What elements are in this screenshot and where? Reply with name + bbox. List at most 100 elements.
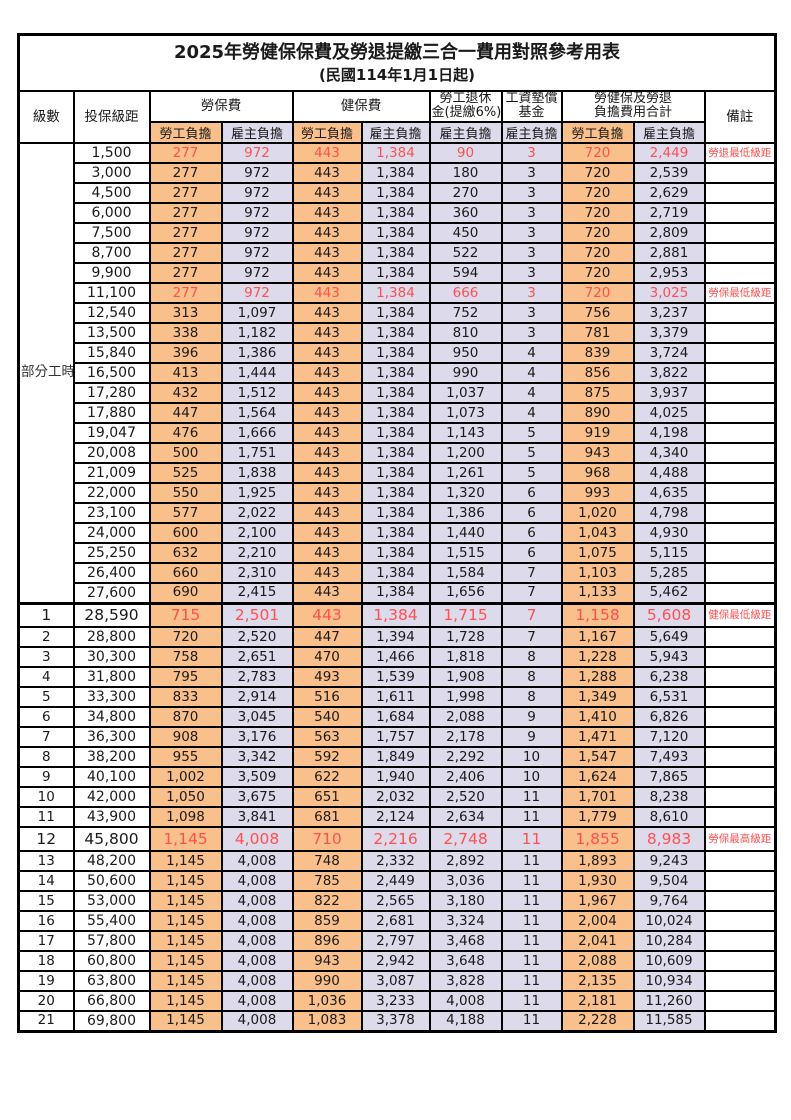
value-cell: 3 bbox=[500, 242, 563, 265]
value-cell: 413 bbox=[148, 362, 223, 385]
value-cell: 443 bbox=[291, 282, 363, 305]
value-cell: 3 bbox=[500, 182, 563, 205]
value-cell: 2,783 bbox=[220, 666, 294, 689]
value-cell: 856 bbox=[560, 362, 635, 385]
table-body: 部分工時 1,500 277 972 443 1,384 90 3 720 2,449 勞退最低級距… bbox=[17, 142, 777, 1033]
value-cell: 476 bbox=[148, 422, 223, 445]
value-cell: 950 bbox=[428, 342, 503, 365]
salary-bracket-cell: 17,280 bbox=[72, 382, 151, 405]
level-cell: 10 bbox=[17, 786, 75, 809]
value-cell: 9,764 bbox=[632, 890, 706, 913]
value-cell: 1,940 bbox=[360, 766, 431, 789]
value-cell: 6,826 bbox=[632, 706, 706, 729]
value-cell: 2,520 bbox=[428, 786, 503, 809]
remark-cell bbox=[703, 222, 777, 245]
value-cell: 470 bbox=[291, 646, 363, 669]
table-row: 7 36,300 908 3,176 563 1,757 2,178 9 1,471 7,120 bbox=[17, 726, 777, 749]
value-cell: 277 bbox=[148, 282, 223, 305]
value-cell: 11 bbox=[500, 1010, 563, 1033]
value-cell: 1,384 bbox=[360, 342, 431, 365]
table-row: 26,400 660 2,310 443 1,384 1,584 7 1,103 5,285 bbox=[19, 562, 777, 585]
header-wage-fund-line2: 基金 bbox=[518, 105, 545, 121]
value-cell: 1,073 bbox=[428, 402, 503, 425]
value-cell: 1,384 bbox=[360, 362, 431, 385]
value-cell: 1,384 bbox=[360, 222, 431, 245]
value-cell: 3,937 bbox=[632, 382, 706, 405]
value-cell: 600 bbox=[148, 522, 223, 545]
salary-bracket-cell: 24,000 bbox=[72, 522, 151, 545]
table-row: 20 66,800 1,145 4,008 1,036 3,233 4,008 11 2,181… bbox=[17, 990, 777, 1013]
salary-bracket-cell: 63,800 bbox=[72, 970, 151, 993]
value-cell: 277 bbox=[148, 222, 223, 245]
value-cell: 11 bbox=[500, 870, 563, 893]
value-cell: 810 bbox=[428, 322, 503, 345]
value-cell: 4 bbox=[500, 362, 563, 385]
value-cell: 1,103 bbox=[560, 562, 635, 585]
value-cell: 720 bbox=[560, 142, 635, 165]
value-cell: 4,008 bbox=[220, 890, 294, 913]
value-cell: 1,145 bbox=[148, 930, 223, 953]
value-cell: 1,320 bbox=[428, 482, 503, 505]
value-cell: 563 bbox=[291, 726, 363, 749]
table-title-cell: 2025年勞健保保費及勞退提繳三合一費用對照參考用表 (民國114年1月1日起) bbox=[17, 33, 777, 92]
value-cell: 681 bbox=[291, 806, 363, 829]
value-cell: 1,893 bbox=[560, 850, 635, 873]
value-cell: 1,384 bbox=[360, 422, 431, 445]
salary-bracket-cell: 60,800 bbox=[72, 950, 151, 973]
value-cell: 2,748 bbox=[428, 826, 503, 853]
value-cell: 968 bbox=[560, 462, 635, 485]
salary-bracket-cell: 11,100 bbox=[72, 282, 151, 305]
value-cell: 1,466 bbox=[360, 646, 431, 669]
value-cell: 1,384 bbox=[360, 182, 431, 205]
value-cell: 1,043 bbox=[560, 522, 635, 545]
value-cell: 7,865 bbox=[632, 766, 706, 789]
value-cell: 1,145 bbox=[148, 850, 223, 873]
value-cell: 1,611 bbox=[360, 686, 431, 709]
table-row: 20,008 500 1,751 443 1,384 1,200 5 943 4,340 bbox=[19, 442, 777, 465]
value-cell: 1,145 bbox=[148, 1010, 223, 1033]
value-cell: 550 bbox=[148, 482, 223, 505]
remark-cell: 勞保最低級距 bbox=[703, 282, 777, 305]
value-cell: 2,415 bbox=[220, 582, 294, 605]
remark-cell: 勞退最低級距 bbox=[703, 142, 777, 165]
value-cell: 1,384 bbox=[360, 382, 431, 405]
value-cell: 710 bbox=[291, 826, 363, 853]
salary-bracket-cell: 16,500 bbox=[72, 362, 151, 385]
table-row: 15,840 396 1,386 443 1,384 950 4 839 3,724 bbox=[19, 342, 777, 365]
value-cell: 1,384 bbox=[360, 582, 431, 605]
value-cell: 1,444 bbox=[220, 362, 294, 385]
value-cell: 10,284 bbox=[632, 930, 706, 953]
remark-cell bbox=[703, 182, 777, 205]
table-row: 17 57,800 1,145 4,008 896 2,797 3,468 11 2,041 10… bbox=[17, 930, 777, 953]
salary-bracket-cell: 69,800 bbox=[72, 1010, 151, 1033]
value-cell: 720 bbox=[560, 282, 635, 305]
value-cell: 993 bbox=[560, 482, 635, 505]
value-cell: 2,100 bbox=[220, 522, 294, 545]
value-cell: 4 bbox=[500, 342, 563, 365]
value-cell: 10 bbox=[500, 766, 563, 789]
value-cell: 10 bbox=[500, 746, 563, 769]
remark-cell bbox=[703, 850, 777, 873]
value-cell: 1,925 bbox=[220, 482, 294, 505]
table-row: 13 48,200 1,145 4,008 748 2,332 2,892 11 1,893 9,… bbox=[17, 850, 777, 873]
value-cell: 11 bbox=[500, 826, 563, 853]
value-cell: 1,410 bbox=[560, 706, 635, 729]
value-cell: 1,288 bbox=[560, 666, 635, 689]
header-wage-fund: 工資墊償 基金 bbox=[500, 89, 563, 124]
salary-bracket-cell: 34,800 bbox=[72, 706, 151, 729]
value-cell: 1,349 bbox=[560, 686, 635, 709]
value-cell: 432 bbox=[148, 382, 223, 405]
value-cell: 10,609 bbox=[632, 950, 706, 973]
value-cell: 2,953 bbox=[632, 262, 706, 285]
salary-bracket-cell: 19,047 bbox=[72, 422, 151, 445]
value-cell: 2,501 bbox=[220, 601, 294, 629]
value-cell: 4,635 bbox=[632, 482, 706, 505]
salary-bracket-cell: 17,880 bbox=[72, 402, 151, 425]
value-cell: 11 bbox=[500, 950, 563, 973]
value-cell: 313 bbox=[148, 302, 223, 325]
value-cell: 4,008 bbox=[220, 870, 294, 893]
remark-cell bbox=[703, 342, 777, 365]
level-cell: 9 bbox=[17, 766, 75, 789]
salary-bracket-cell: 28,590 bbox=[72, 601, 151, 629]
value-cell: 1,779 bbox=[560, 806, 635, 829]
